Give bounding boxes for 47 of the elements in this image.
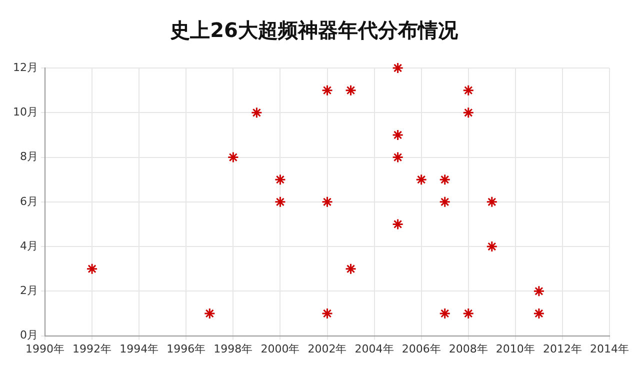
x-tick-label: 1996年 — [166, 342, 206, 356]
point — [439, 174, 451, 186]
point — [250, 106, 262, 118]
point — [533, 285, 545, 297]
x-tick-label: 1994年 — [120, 342, 159, 356]
point — [462, 308, 474, 320]
point — [486, 196, 498, 208]
x-tick-label: 2002年 — [308, 342, 347, 356]
point — [439, 196, 451, 208]
y-tick-label: 8月 — [20, 150, 38, 164]
point — [392, 62, 404, 74]
point — [345, 263, 357, 275]
x-tick-label: 1990年 — [25, 342, 64, 356]
point — [486, 240, 498, 252]
x-tick-label: 2014年 — [590, 342, 630, 356]
point — [416, 174, 428, 186]
point — [392, 129, 404, 141]
point — [322, 308, 333, 320]
point — [227, 152, 239, 164]
point — [204, 308, 216, 320]
chart-title: 史上26大超频神器年代分布情况 — [170, 18, 459, 42]
y-tick-label: 6月 — [20, 194, 38, 208]
y-tick-label: 12月 — [12, 60, 38, 74]
y-tick-label: 4月 — [20, 239, 38, 252]
point — [392, 152, 404, 164]
point — [322, 196, 333, 208]
point — [322, 84, 333, 96]
point — [533, 308, 545, 320]
point — [86, 263, 98, 275]
x-tick-label: 2006年 — [402, 342, 441, 356]
x-tick-label: 2008年 — [448, 342, 488, 356]
point — [392, 218, 404, 230]
x-tick-label: 2010年 — [496, 342, 535, 356]
point — [345, 84, 357, 96]
y-tick-label: 10月 — [12, 105, 38, 118]
point — [462, 84, 474, 96]
y-tick-label: 2月 — [20, 284, 38, 298]
point — [274, 174, 286, 186]
x-tick-label: 2000年 — [260, 342, 300, 356]
x-tick-label: 1992年 — [72, 342, 112, 356]
x-tick-label: 2012年 — [542, 342, 582, 356]
point — [462, 106, 474, 118]
y-tick-label: 0月 — [20, 328, 38, 342]
x-tick-label: 2004年 — [354, 342, 394, 356]
point — [274, 196, 286, 208]
x-tick-label: 1998年 — [214, 342, 253, 356]
point — [439, 308, 451, 320]
